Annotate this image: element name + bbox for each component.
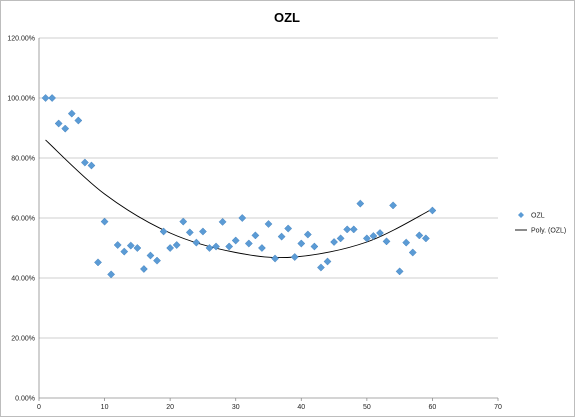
data-point bbox=[67, 109, 76, 118]
data-point bbox=[113, 241, 122, 249]
data-point bbox=[408, 248, 417, 257]
chart-title: OZL bbox=[274, 10, 300, 25]
data-point bbox=[74, 116, 83, 125]
data-point bbox=[48, 94, 57, 102]
data-point bbox=[146, 251, 155, 260]
data-point bbox=[100, 217, 109, 226]
data-point bbox=[126, 241, 135, 250]
data-point bbox=[343, 225, 352, 234]
data-point bbox=[284, 224, 293, 233]
data-point bbox=[415, 231, 424, 240]
data-point bbox=[336, 234, 345, 243]
data-point bbox=[80, 158, 89, 167]
data-point bbox=[231, 236, 240, 245]
x-tick-label: 50 bbox=[363, 404, 371, 411]
y-tick-label: 60.00% bbox=[11, 216, 35, 223]
x-tick-label: 10 bbox=[101, 404, 109, 411]
data-point bbox=[382, 237, 391, 246]
data-point bbox=[330, 238, 339, 246]
data-point bbox=[212, 242, 220, 251]
y-tick-label: 80.00% bbox=[11, 156, 35, 163]
data-point bbox=[166, 244, 175, 252]
data-point bbox=[362, 234, 371, 243]
data-point bbox=[323, 257, 332, 266]
data-points bbox=[41, 94, 437, 279]
data-point bbox=[172, 241, 181, 249]
data-point bbox=[192, 238, 201, 247]
data-point bbox=[421, 234, 430, 243]
data-point bbox=[133, 244, 142, 252]
data-point bbox=[369, 232, 378, 240]
data-point bbox=[251, 231, 260, 240]
data-point bbox=[349, 225, 358, 234]
y-tick-label: 120.00% bbox=[7, 36, 35, 43]
data-point bbox=[54, 119, 63, 128]
x-tick-label: 60 bbox=[429, 404, 437, 411]
x-tick-label: 0 bbox=[37, 404, 41, 411]
tick-labels: 0.00% 20.00% 40.00% 60.00% 80.00% 100.00% 120.… bbox=[7, 36, 502, 412]
data-point bbox=[225, 242, 234, 251]
x-tick-label: 40 bbox=[297, 404, 305, 411]
legend-marker-ozl bbox=[518, 212, 524, 218]
data-point bbox=[120, 247, 129, 256]
axes bbox=[38, 38, 499, 401]
data-point bbox=[428, 206, 437, 215]
data-point bbox=[185, 228, 194, 237]
data-point bbox=[356, 199, 365, 208]
data-point bbox=[395, 267, 404, 276]
data-point bbox=[290, 253, 299, 261]
data-point bbox=[139, 265, 148, 273]
x-tick-label: 30 bbox=[232, 404, 240, 411]
data-point bbox=[107, 270, 116, 279]
x-tick-label: 20 bbox=[166, 404, 174, 411]
data-point bbox=[238, 214, 247, 222]
y-tick-label: 40.00% bbox=[11, 276, 35, 283]
data-point bbox=[41, 94, 50, 102]
data-point bbox=[244, 239, 253, 248]
y-tick-label: 20.00% bbox=[11, 336, 35, 343]
data-point bbox=[257, 244, 266, 252]
data-point bbox=[61, 124, 70, 133]
x-tick-label: 70 bbox=[494, 404, 502, 411]
data-point bbox=[376, 229, 384, 237]
data-point bbox=[205, 244, 214, 252]
gridlines bbox=[39, 37, 498, 339]
legend-label-poly: Poly. (OZL) bbox=[531, 228, 566, 235]
data-point bbox=[303, 230, 312, 239]
data-point bbox=[198, 227, 207, 236]
data-point bbox=[153, 256, 161, 265]
data-point bbox=[159, 227, 168, 236]
data-point bbox=[179, 217, 188, 226]
legend-label-ozl: OZL bbox=[531, 213, 545, 220]
data-point bbox=[218, 217, 227, 226]
data-point bbox=[389, 201, 398, 210]
y-tick-label: 100.00% bbox=[7, 96, 35, 103]
data-point bbox=[310, 242, 319, 251]
data-point bbox=[94, 258, 102, 267]
data-point bbox=[277, 232, 286, 241]
data-point bbox=[271, 254, 280, 263]
data-point bbox=[297, 239, 306, 248]
data-point bbox=[264, 220, 273, 228]
y-tick-label: 0.00% bbox=[15, 396, 35, 403]
data-point bbox=[317, 263, 325, 272]
data-point bbox=[402, 238, 411, 247]
data-point bbox=[87, 161, 96, 170]
legend: OZL Poly. (OZL) bbox=[515, 212, 566, 235]
